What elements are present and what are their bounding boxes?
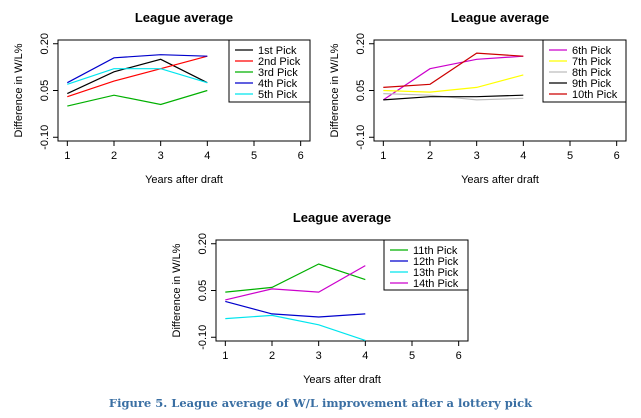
x-tick-label: 5 xyxy=(567,150,573,162)
legend-entry: 6th Pick xyxy=(572,45,612,57)
series-line-12th-pick xyxy=(225,300,366,318)
x-tick-label: 6 xyxy=(614,150,620,162)
x-tick-label: 6 xyxy=(456,350,462,362)
y-axis-label: Difference in W/L% xyxy=(171,243,183,337)
x-tick-label: 6 xyxy=(298,150,304,162)
legend-entry: 2nd Pick xyxy=(258,56,301,68)
chart-title: League average xyxy=(293,210,391,225)
y-tick-label: -0.10 xyxy=(197,325,209,350)
x-tick-label: 2 xyxy=(269,350,275,362)
x-tick-label: 3 xyxy=(474,150,480,162)
series-line-14th-pick xyxy=(225,265,366,301)
figure-caption: Figure 5. League average of W/L improvem… xyxy=(108,396,533,410)
series-line-3rd-pick xyxy=(67,89,208,107)
legend-entry: 14th Pick xyxy=(413,278,459,290)
legend-entry: 5th Pick xyxy=(258,89,298,101)
chart-title: League average xyxy=(451,10,549,25)
y-tick-label: 0.20 xyxy=(197,233,209,254)
series-line-8th-pick xyxy=(383,93,524,101)
series-line-5th-pick xyxy=(67,68,208,85)
series-line-10th-pick xyxy=(383,52,524,88)
series-line-7th-pick xyxy=(383,74,524,93)
x-tick-label: 1 xyxy=(222,350,228,362)
y-tick-label: 0.05 xyxy=(197,280,209,301)
legend-entry: 8th Pick xyxy=(572,67,612,79)
y-tick-label: -0.10 xyxy=(355,125,367,150)
x-tick-label: 5 xyxy=(409,350,415,362)
x-axis-label: Years after draft xyxy=(145,174,223,186)
legend-entry: 11th Pick xyxy=(413,245,458,257)
series-line-2nd-pick xyxy=(67,55,208,98)
series-line-11th-pick xyxy=(225,263,366,293)
y-axis-label: Difference in W/L% xyxy=(329,43,341,137)
legend-entry: 4th Pick xyxy=(258,78,298,90)
chart-panel-1: League average 1 2 3 4 5 6 -0.10 0.05 0.20 Years a… xyxy=(13,10,311,186)
x-tick-label: 4 xyxy=(362,350,368,362)
x-tick-label: 4 xyxy=(520,150,526,162)
legend-box xyxy=(383,239,469,291)
x-tick-label: 4 xyxy=(204,150,210,162)
x-tick-label: 2 xyxy=(427,150,433,162)
series-line-1st-pick xyxy=(67,58,208,95)
legend-entry: 13th Pick xyxy=(413,267,459,279)
chart-panel-2: League average 1 2 3 4 5 6 -0.10 0.05 0.20 Years a… xyxy=(329,10,627,186)
y-tick-label: -0.10 xyxy=(39,125,51,150)
legend-entry: 12th Pick xyxy=(413,256,459,268)
chart-panel-3: League average 1 2 3 4 5 6 -0.10 0.05 0.20 Years a… xyxy=(171,210,469,386)
legend-entry: 1st Pick xyxy=(258,45,297,57)
legend-entry: 3rd Pick xyxy=(258,67,298,79)
x-axis-label: Years after draft xyxy=(461,174,539,186)
series-line-13th-pick xyxy=(225,314,366,341)
y-tick-label: 0.05 xyxy=(355,80,367,101)
series-line-6th-pick xyxy=(382,55,524,101)
chart-title: League average xyxy=(135,10,233,25)
legend-entry: 10th Pick xyxy=(572,89,618,101)
x-tick-label: 1 xyxy=(380,150,386,162)
series-line-4th-pick xyxy=(67,54,208,84)
y-tick-label: 0.05 xyxy=(39,80,51,101)
figure-canvas: League average 1 2 3 4 5 6 -0.10 0.05 0.20 Years a… xyxy=(13,10,627,386)
x-tick-label: 3 xyxy=(158,150,164,162)
x-tick-label: 2 xyxy=(111,150,117,162)
legend-entry: 7th Pick xyxy=(572,56,612,68)
series-line-9th-pick xyxy=(383,94,524,101)
legend-entry: 9th Pick xyxy=(572,78,612,90)
y-axis-label: Difference in W/L% xyxy=(13,43,25,137)
y-tick-label: 0.20 xyxy=(355,33,367,54)
x-axis-label: Years after draft xyxy=(303,374,381,386)
y-tick-label: 0.20 xyxy=(39,33,51,54)
x-tick-label: 5 xyxy=(251,150,257,162)
x-tick-label: 1 xyxy=(64,150,70,162)
x-tick-label: 3 xyxy=(316,350,322,362)
